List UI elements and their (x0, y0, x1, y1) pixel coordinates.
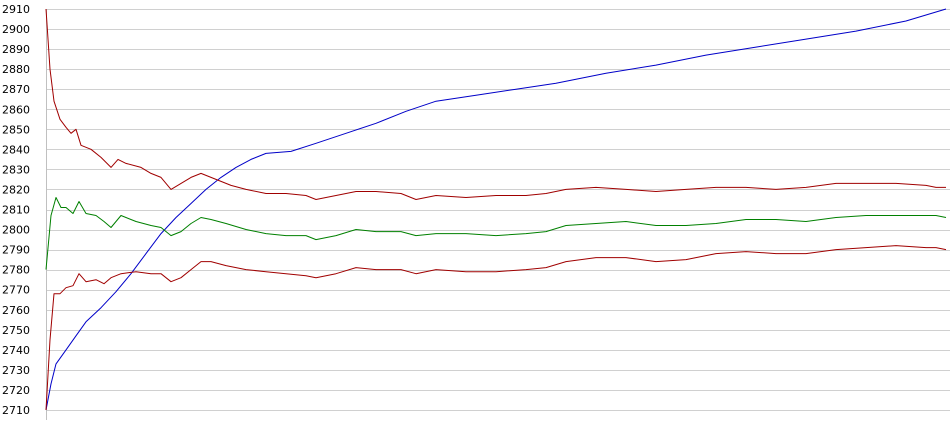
series-line-0 (45, 8, 947, 411)
y-tick-label: 2710 (2, 404, 30, 417)
y-tick-label: 2790 (2, 244, 30, 257)
y-tick-label: 2800 (2, 224, 30, 237)
series-line-1 (45, 197, 947, 270)
y-tick-label: 2910 (2, 3, 30, 16)
y-tick-label: 2870 (2, 83, 30, 96)
y-tick-labels: 2710 2720 2730 2740 2750 2760 2770 2780 2790 2800… (2, 3, 30, 417)
y-tick-label: 2860 (2, 103, 30, 116)
y-tick-label: 2760 (2, 304, 30, 317)
y-tick-label: 2900 (2, 23, 30, 36)
y-tick-label: 2850 (2, 123, 30, 136)
y-tick-label: 2750 (2, 324, 30, 337)
y-tick-label: 2830 (2, 163, 30, 176)
y-tick-label: 2730 (2, 364, 30, 377)
series-line-3 (45, 245, 947, 411)
y-tick-label: 2880 (2, 63, 30, 76)
y-tick-label: 2890 (2, 43, 30, 56)
y-tick-label: 2720 (2, 384, 30, 397)
y-tick-label: 2840 (2, 143, 30, 156)
y-tick-label: 2810 (2, 204, 30, 217)
series-lines (45, 8, 947, 411)
series-line-2 (45, 8, 946, 200)
y-tick-label: 2780 (2, 264, 30, 277)
y-tick-label: 2820 (2, 183, 30, 196)
y-tick-label: 2740 (2, 344, 30, 357)
y-tick-label: 2770 (2, 284, 30, 297)
grid-lines (46, 9, 950, 420)
